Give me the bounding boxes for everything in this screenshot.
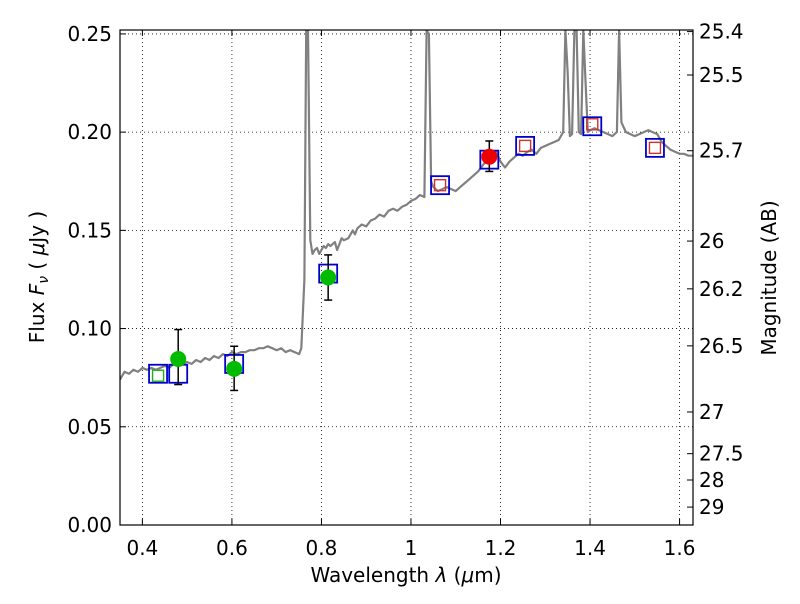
plot-frame xyxy=(119,29,694,526)
y2-tick-label: 28 xyxy=(699,468,724,492)
right-axis-label: Magnitude (AB) xyxy=(757,200,781,355)
y2-tick-label: 29 xyxy=(699,495,724,519)
x-tick-label: 0.6 xyxy=(216,536,248,560)
y-axis-label-post: Jy ) xyxy=(25,211,49,245)
x-tick-label: 1.6 xyxy=(664,536,696,560)
measured-flux-point xyxy=(226,360,243,377)
x-tick-label: 0.4 xyxy=(126,536,158,560)
measured-flux-point xyxy=(320,269,337,286)
x-tick-label: 1 xyxy=(405,536,418,560)
y-axis-label: Flux Fν ( μJy ) xyxy=(25,211,52,343)
model-flux-box xyxy=(151,369,165,382)
y-axis-label-mu: μ xyxy=(25,243,49,257)
measured-flux-point xyxy=(170,351,187,368)
y2-tick-label: 26.2 xyxy=(699,277,744,301)
y-tick-label: 0.10 xyxy=(67,317,112,341)
photometry-box xyxy=(645,137,665,158)
photometry-box xyxy=(148,363,168,384)
y2-tick-label: 25.7 xyxy=(699,139,744,163)
photometry-box xyxy=(430,175,450,196)
y2-tick-label: 27.5 xyxy=(699,442,744,466)
y-tick-label: 0.05 xyxy=(67,415,112,439)
y-axis-label-var: F xyxy=(25,283,49,295)
y-tick-label: 0.20 xyxy=(67,120,112,144)
model-flux-box xyxy=(433,178,447,192)
model-flux-box xyxy=(586,118,599,131)
y2-tick-label: 25.5 xyxy=(699,63,744,87)
x-tick-label: 0.8 xyxy=(306,536,338,560)
y-tick-label: 0.15 xyxy=(67,218,112,242)
x-axis-label: Wavelength λ (μm) xyxy=(310,563,501,587)
x-tick-label: 1.2 xyxy=(485,536,517,560)
x-axis-label-var: λ xyxy=(434,563,447,587)
grid-layer xyxy=(120,30,693,525)
model-spectrum-line xyxy=(120,30,693,381)
x-axis-label-mu: μ xyxy=(460,563,474,587)
measured-flux-point xyxy=(481,148,498,165)
x-axis-label-pre: Wavelength xyxy=(310,563,435,587)
plot-layer xyxy=(120,30,693,392)
photometry-box xyxy=(515,135,536,156)
tick-layer: 0.4 0.6 0.8 1 1.2 1.4 1.6 0.00 0.05 0.10 0.15 0.20 0… xyxy=(67,20,743,560)
y-axis-label-pre: Flux xyxy=(25,295,49,343)
x-axis-label-mid: ( xyxy=(447,563,461,587)
y-tick-label: 0.25 xyxy=(67,22,112,46)
photometry-box xyxy=(582,116,603,137)
y-tick-label: 0.00 xyxy=(67,513,112,537)
x-tick-label: 1.4 xyxy=(574,536,606,560)
y2-tick-label: 27 xyxy=(699,400,724,424)
y-axis-label-sub: ν xyxy=(36,276,52,284)
y2-tick-label: 26.5 xyxy=(699,334,744,358)
y-axis-label-mid: ( xyxy=(25,255,49,276)
y2-tick-label: 25.4 xyxy=(699,20,744,44)
x-axis-label-post: m) xyxy=(474,563,501,587)
model-flux-box xyxy=(518,139,532,153)
model-flux-box xyxy=(648,141,662,155)
y2-tick-label: 26 xyxy=(699,229,724,253)
